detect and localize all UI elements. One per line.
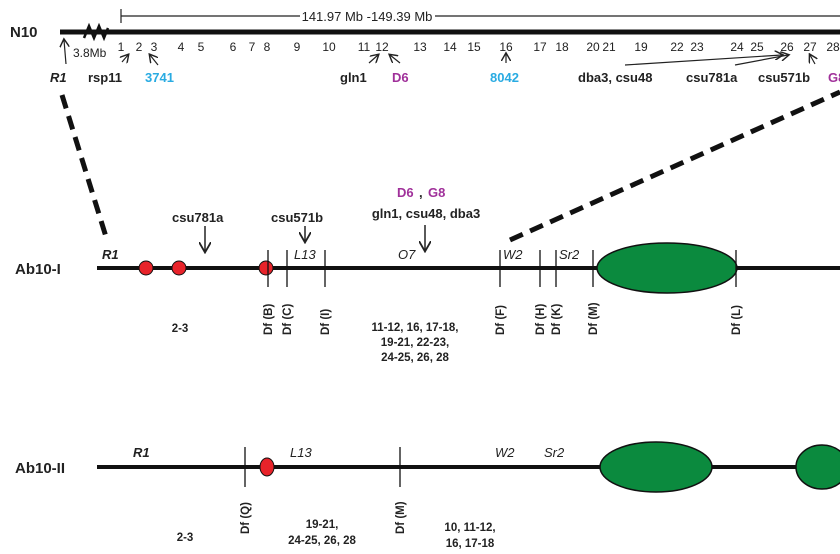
- note: 24-25, 26, 28: [381, 352, 449, 364]
- position-number: 24: [730, 40, 744, 54]
- marker: 8042: [490, 70, 519, 85]
- position-number: 22: [670, 40, 684, 54]
- deficiency-label: Df (M): [588, 302, 600, 335]
- diagram: N10 141.97 Mb -149.39 Mb 3.8Mb 123456789…: [0, 0, 840, 554]
- line-name: Ab10-II: [15, 460, 65, 477]
- position-number: 10: [322, 40, 336, 54]
- ab10-1: Ab10-I csu781a csu571b D6 , G8 gln1, csu…: [15, 185, 840, 364]
- position-number: 19: [634, 40, 648, 54]
- position-number: 4: [178, 40, 185, 54]
- position-number: 12: [375, 40, 389, 54]
- distance-label: 3.8Mb: [73, 46, 107, 60]
- marker: csu781a: [172, 210, 224, 225]
- line-name: Ab10-I: [15, 261, 61, 278]
- region: L13: [290, 445, 312, 460]
- position-number: 5: [198, 40, 205, 54]
- deficiency-label: Df (B): [263, 304, 275, 335]
- region: Sr2: [544, 445, 565, 460]
- region: R1: [133, 445, 150, 460]
- position-number: 11: [358, 40, 371, 54]
- position-number: 28: [826, 40, 840, 54]
- marker: D6: [392, 70, 409, 85]
- marker: R1: [50, 70, 67, 85]
- note: 2-3: [177, 532, 194, 544]
- knob: [600, 442, 712, 492]
- note: 19-21,: [306, 519, 339, 531]
- note: 16, 17-18: [446, 538, 495, 550]
- marker: csu571b: [271, 210, 323, 225]
- marker: csu781a: [686, 70, 738, 85]
- marker: csu571b: [758, 70, 810, 85]
- deficiency-label: Df (F): [495, 305, 507, 335]
- map-name: N10: [10, 24, 38, 41]
- region: Sr2: [559, 247, 580, 262]
- deficiency-label: Df (C): [282, 304, 294, 335]
- marker: rsp11: [88, 70, 122, 85]
- region: R1: [102, 247, 119, 262]
- position-number: 18: [555, 40, 569, 54]
- region: W2: [503, 247, 523, 262]
- position-number: 8: [264, 40, 271, 54]
- note: 11-12, 16, 17-18,: [372, 322, 459, 334]
- region: W2: [495, 445, 515, 460]
- marker: G8: [828, 70, 840, 85]
- deficiency-label: Df (H): [535, 304, 547, 335]
- position-number: 25: [750, 40, 764, 54]
- position-number: 6: [230, 40, 237, 54]
- deficiency-label: Df (Q): [240, 502, 252, 534]
- position-number: 3: [151, 40, 158, 54]
- separator: ,: [419, 185, 423, 200]
- deficiency-label: Df (L): [731, 305, 743, 335]
- note: 2-3: [172, 323, 189, 335]
- deficiency-label: Df (K): [551, 304, 563, 335]
- note: 10, 11-12,: [444, 522, 495, 534]
- position-number: 23: [690, 40, 704, 54]
- deficiency-labels: Df (B) Df (C) Df (I) Df (F) Df (H) Df (K) Df (…: [263, 302, 743, 335]
- marker: G8: [428, 185, 445, 200]
- marker: gln1: [340, 70, 367, 85]
- deficiency-label: Df (M): [395, 501, 407, 534]
- position-number: 26: [780, 40, 794, 54]
- position-number: 21: [602, 40, 616, 54]
- centromere: [260, 458, 274, 476]
- position-number: 14: [443, 40, 457, 54]
- position-number: 17: [533, 40, 547, 54]
- marker: gln1, csu48, dba3: [372, 206, 480, 221]
- position-number: 1: [118, 40, 125, 54]
- range-label: 141.97 Mb -149.39 Mb: [302, 9, 433, 24]
- knob: [597, 243, 737, 293]
- position-number: 2: [136, 40, 143, 54]
- zoom-line: [510, 92, 840, 240]
- deficiency-label: Df (I): [320, 309, 332, 335]
- region: L13: [294, 247, 316, 262]
- marker: D6: [397, 185, 414, 200]
- ab10-2: Ab10-II R1 L13 W2 Sr2 Df (Q) Df (M) 2-3 1…: [15, 442, 840, 550]
- region: O7: [398, 247, 416, 262]
- position-number: 13: [413, 40, 427, 54]
- position-number: 16: [499, 40, 513, 54]
- position-number: 15: [467, 40, 481, 54]
- marker: dba3, csu48: [578, 70, 652, 85]
- note: 24-25, 26, 28: [288, 535, 356, 547]
- position-number: 20: [586, 40, 600, 54]
- note: 19-21, 22-23,: [381, 337, 449, 349]
- zoom-line: [62, 95, 107, 240]
- position-number: 27: [803, 40, 817, 54]
- position-number: 9: [294, 40, 301, 54]
- marker: 3741: [145, 70, 174, 85]
- knob: [796, 445, 840, 489]
- position-number: 7: [249, 40, 256, 54]
